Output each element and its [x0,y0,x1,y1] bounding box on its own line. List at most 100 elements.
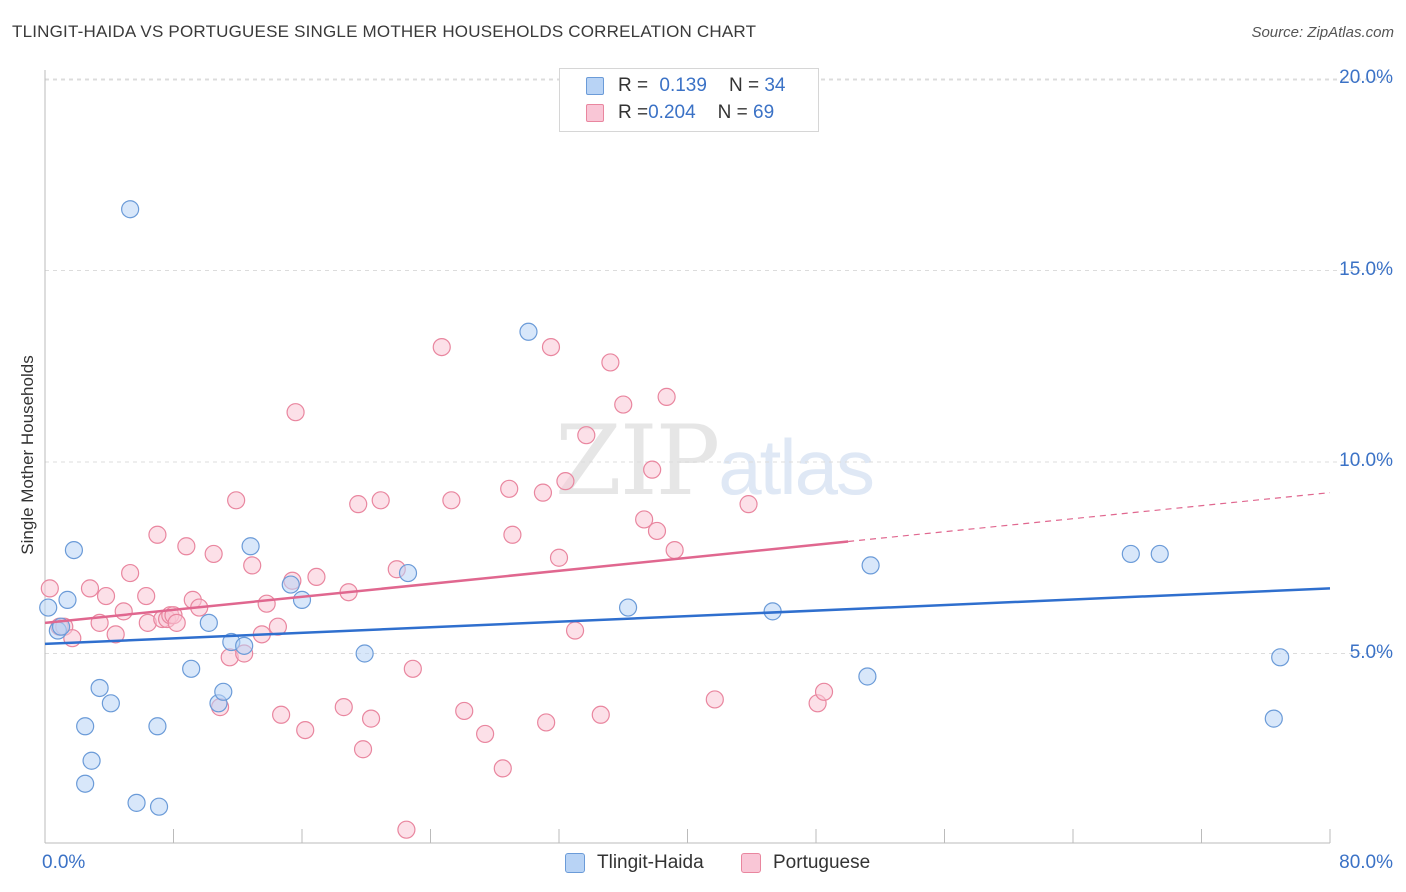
point-tlingit-haida [121,200,140,219]
data-points [39,200,1290,839]
point-portuguese [40,579,59,598]
point-portuguese [80,579,100,598]
x-tick-label-min: 0.0% [42,852,86,873]
stats-legend: R = 0.139 N = 34 R = 0.204 N = 69 [559,68,819,132]
source-text: Source: ZipAtlas.com [1251,24,1394,41]
y-tick-label: 15.0% [1339,258,1393,280]
point-portuguese [705,690,724,709]
legend-swatch-tlingit-haida [565,853,585,873]
point-portuguese [204,544,223,564]
point-portuguese [739,495,758,514]
point-portuguese [349,495,368,514]
point-portuguese [814,682,834,701]
point-tlingit-haida [355,644,374,663]
point-tlingit-haida [76,717,95,736]
point-tlingit-haida [1150,544,1169,564]
y-tick-label: 10.0% [1339,450,1393,471]
point-tlingit-haida [39,598,58,617]
point-tlingit-haida [82,751,101,770]
legend-swatch-tlingit-haida [586,77,604,95]
legend-r-label: R = [618,75,649,96]
point-tlingit-haida [199,613,218,632]
point-portuguese [243,556,262,575]
point-tlingit-haida [1264,709,1283,728]
legend-n-label: N = [728,75,760,96]
point-tlingit-haida [241,537,260,556]
point-portuguese [500,479,519,498]
point-portuguese [541,338,561,357]
point-tlingit-haida [64,540,84,560]
point-portuguese [177,537,196,556]
legend-r-value: 0.139 [659,75,707,96]
y-tick-label: 20.0% [1339,67,1393,88]
point-tlingit-haida [618,598,638,617]
point-portuguese [296,720,315,740]
point-portuguese [121,563,140,583]
point-portuguese [476,724,495,744]
point-portuguese [665,540,684,560]
point-tlingit-haida [1271,648,1290,667]
point-portuguese [148,525,167,544]
point-tlingit-haida [101,694,120,713]
point-portuguese [549,548,569,567]
point-portuguese [455,701,474,721]
point-tlingit-haida [398,563,418,583]
y-axis-title: Single Mother Households [18,355,37,555]
point-portuguese [272,705,291,724]
chart-title: TLINGIT-HAIDA VS PORTUGUESE SINGLE MOTHE… [12,22,757,41]
point-tlingit-haida [58,590,77,609]
point-portuguese [114,602,133,621]
point-tlingit-haida [235,636,254,655]
watermark-logo: ZIPatlas [555,405,875,517]
point-portuguese [353,740,373,759]
axes [44,70,1331,844]
watermark-zip: ZIP [555,405,720,517]
legend-r-label: R = [618,102,649,123]
point-tlingit-haida [858,667,877,686]
series-legend: Tlingit-Haida Portuguese [0,852,1406,878]
point-portuguese [556,472,575,491]
y-tick-label: 5.0% [1349,641,1393,663]
point-tlingit-haida [292,590,312,609]
point-portuguese [601,353,620,372]
point-tlingit-haida [90,678,109,698]
point-portuguese [96,586,116,606]
point-portuguese [647,521,667,541]
point-portuguese [635,510,654,529]
point-tlingit-haida [519,322,538,341]
legend-n-label: N = [717,102,748,123]
point-tlingit-haida [149,797,169,816]
point-portuguese [614,395,633,414]
point-portuguese [371,491,390,510]
point-tlingit-haida [182,659,201,678]
point-portuguese [334,698,353,717]
point-portuguese [227,491,246,510]
point-portuguese [565,621,585,640]
legend-r-value: 0.204 [648,102,696,123]
legend-n-value: 34 [764,75,786,96]
legend-label-portuguese: Portuguese [773,852,871,873]
legend-item-tlingit-haida: Tlingit-Haida [565,852,704,874]
point-portuguese [361,709,381,728]
x-tick-label-max: 80.0% [1339,852,1393,873]
point-portuguese [591,705,610,724]
point-portuguese [537,713,556,732]
point-portuguese [268,617,288,636]
point-tlingit-haida [281,575,300,594]
trendline-portuguese-extension [848,492,1331,543]
point-portuguese [432,338,451,357]
point-portuguese [167,613,186,632]
point-portuguese [137,586,156,606]
point-tlingit-haida [76,774,95,793]
legend-label-tlingit-haida: Tlingit-Haida [597,852,704,873]
point-portuguese [403,659,422,678]
trend-lines [44,492,1331,646]
point-tlingit-haida [861,556,880,575]
point-tlingit-haida [1121,544,1140,564]
point-tlingit-haida [127,793,146,812]
trendline-tlingit-haida [44,587,1331,646]
legend-n-value: 69 [753,102,775,123]
legend-row-portuguese: R = 0.204 N = 69 [586,101,774,125]
legend-swatch-portuguese [741,853,761,873]
